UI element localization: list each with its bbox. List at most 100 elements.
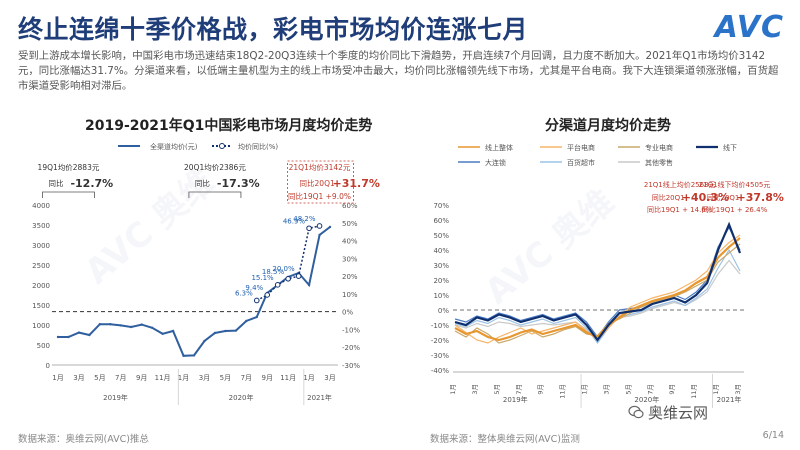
y-tick-right: 10% (342, 291, 358, 299)
x-tick-label: 11月 (690, 384, 698, 399)
series-line (454, 237, 741, 342)
x-tick-label: 7月 (241, 374, 252, 382)
y-tick-right: 20% (342, 273, 358, 281)
yoy-point (253, 297, 260, 304)
y-tick: -10% (431, 322, 449, 330)
y-tick-left: 1500 (32, 302, 50, 310)
x-tick-label: 5月 (94, 374, 105, 382)
x-tick-label: 11月 (280, 374, 296, 382)
x-tick-label: 11月 (559, 384, 567, 399)
annotation-bracket (188, 191, 242, 198)
yoy-data-label: 20.0% (272, 265, 295, 273)
yoy-data-label: 46.9% (283, 217, 306, 225)
annotation-line3: 同比19Q1 +9.0% (288, 191, 351, 201)
left-chart: 全渠道均价(元) 均价同比(%) 0 500 1000 1500 2000 2500 3000 3… (32, 142, 380, 405)
x-tick-label: 3月 (471, 384, 479, 395)
yoy-data-label: 15.1% (251, 274, 274, 282)
annotation-line3: 同比19Q1 + 26.4% (702, 205, 768, 214)
yoy-data-label: 48.2% (293, 215, 316, 223)
price-point (150, 326, 154, 329)
y-tick-left: 2500 (32, 262, 50, 270)
x-tick-label: 1月 (178, 374, 189, 382)
yoy-point (295, 273, 302, 279)
x-tick-label: 5月 (220, 374, 231, 382)
yoy-series-line (256, 225, 320, 302)
price-point (213, 331, 217, 335)
yoy-point (316, 223, 323, 229)
right-source: 数据来源：整体奥维云网(AVC)监测 (430, 434, 580, 445)
price-point (140, 323, 143, 326)
price-point (224, 329, 227, 333)
x-tick-label: 7月 (515, 384, 523, 395)
series-line (454, 248, 741, 345)
y-tick-right: 30% (342, 255, 358, 263)
annotation-value: +31.7% (333, 177, 380, 190)
left-source: 数据来源：奥维云网(AVC)推总 (18, 434, 149, 445)
x-tick-label: 3月 (199, 374, 210, 382)
series-line (454, 234, 741, 344)
x-tick-label: 7月 (115, 374, 126, 382)
annotation-line3: 同比19Q1 + 14.6% (647, 205, 713, 214)
year-label: 2020年 (634, 395, 659, 404)
year-label: 2019年 (503, 395, 528, 404)
price-point (88, 333, 91, 337)
y-tick-right: -30% (342, 362, 360, 370)
left-chart-title: 2019-2021年Q1中国彩电市场月度均价走势 (85, 118, 373, 134)
y-tick: -30% (431, 352, 449, 360)
x-tick-label: 1月 (581, 384, 589, 395)
y-tick: 60% (433, 217, 449, 225)
legend-label: 平台电商 (567, 143, 595, 152)
series-line (454, 259, 741, 340)
page-number: 6/14 (762, 430, 784, 441)
price-point (98, 323, 102, 326)
x-tick-label: 5月 (624, 384, 632, 395)
annotation-line1: 20Q1均价2386元 (184, 162, 246, 172)
year-label: 2019年 (103, 393, 128, 402)
legend-swatch-yoy-marker (219, 143, 225, 149)
right-chart-title: 分渠道月度均价走势 (545, 118, 671, 134)
price-point (307, 283, 311, 287)
price-point (328, 225, 332, 229)
annotation-value: +37.8% (737, 191, 784, 204)
price-point (245, 319, 248, 323)
legend-label: 其他零售 (645, 158, 673, 167)
y-tick-left: 0 (46, 362, 50, 370)
y-tick-left: 3500 (32, 222, 50, 230)
y-tick: 40% (433, 247, 449, 255)
annotation-line1: 21Q1线上均价2568元 (644, 180, 716, 189)
x-tick-label: 1月 (303, 374, 314, 382)
yoy-point (274, 282, 281, 288)
y-tick: 30% (433, 262, 449, 270)
legend-label: 百货超市 (567, 158, 595, 167)
x-tick-label: 3月 (734, 384, 742, 395)
price-point (255, 315, 258, 319)
annotation-label: 同比20Q1 (707, 193, 740, 202)
legend-label-yoy: 均价同比(%) (238, 142, 278, 151)
x-tick-label: 1月 (449, 384, 457, 395)
legend-label-price: 全渠道均价(元) (150, 142, 198, 151)
annotation-bracket (42, 191, 95, 198)
yoy-data-label: 6.3% (235, 289, 253, 297)
price-point (56, 335, 60, 339)
annotation-label: 同比 (48, 178, 63, 188)
yoy-point (264, 292, 271, 298)
price-point (67, 335, 70, 339)
avc-logo: AVC (714, 10, 784, 45)
y-tick-right: 50% (342, 220, 358, 228)
price-point (161, 332, 164, 335)
y-tick-left: 4000 (32, 202, 50, 210)
x-tick-label: 1月 (712, 384, 720, 395)
yoy-data-label: 9.4% (245, 284, 263, 292)
annotation-value: -12.7% (70, 177, 113, 190)
x-tick-label: 1月 (52, 374, 63, 382)
yoy-point (306, 225, 312, 232)
legend-label: 大连锁 (485, 158, 506, 167)
summary-text: 受到上游成本增长影响，中国彩电市场迅速结束18Q2-20Q3连续十个季度的均价同… (18, 50, 779, 92)
wechat-account-label: 奥维云网 (648, 404, 709, 422)
x-tick-label: 7月 (646, 384, 654, 395)
annotation-label: 同比20Q1 (300, 178, 335, 188)
y-tick-left: 1000 (32, 322, 50, 330)
x-tick-label: 9月 (261, 374, 272, 382)
price-point (171, 329, 175, 333)
